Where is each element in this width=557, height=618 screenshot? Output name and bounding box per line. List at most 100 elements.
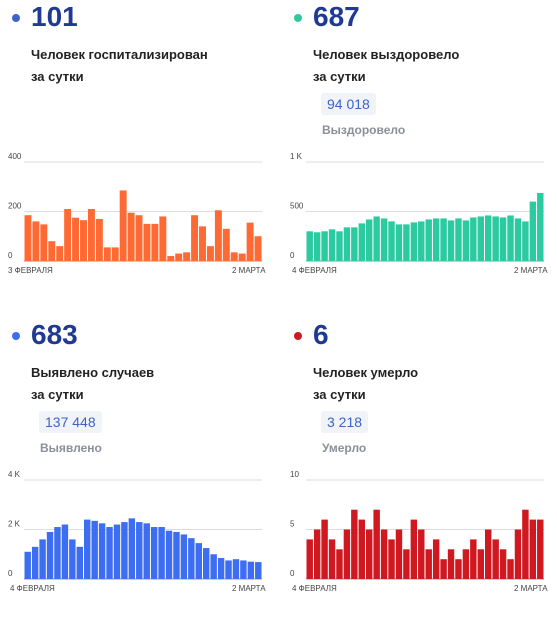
bar [395, 529, 403, 579]
panel-hospitalized: 101 Человек госпитализирован за сутки 0 2… [0, 0, 270, 300]
bar [254, 236, 262, 261]
bar [80, 220, 87, 261]
bar [165, 530, 173, 579]
bar [106, 527, 113, 579]
bar [336, 231, 343, 261]
y-tick-label: 4 K [8, 470, 21, 479]
bar [306, 539, 313, 579]
caption: Выявлено случаев за сутки [31, 362, 261, 406]
bar [537, 192, 544, 261]
bar [103, 247, 111, 261]
bar [150, 527, 158, 579]
cumulative-value: 137 448 [39, 411, 102, 433]
bar [447, 549, 455, 579]
bar [351, 227, 358, 261]
bar [418, 221, 425, 261]
bar [485, 215, 492, 261]
indicator-dot [294, 332, 302, 340]
bar [477, 216, 484, 261]
daily-number: 101 [31, 1, 78, 32]
bar [313, 232, 321, 261]
bar [240, 560, 247, 579]
bar [388, 539, 395, 579]
y-tick-label: 400 [8, 152, 22, 161]
bar [128, 518, 136, 579]
cumulative-label: Выздоровело [322, 123, 406, 137]
y-tick-label: 1 K [290, 152, 303, 161]
cumulative-label: Умерло [322, 441, 367, 455]
bar [485, 529, 492, 579]
bar [477, 549, 484, 579]
bar [462, 549, 470, 579]
bar [380, 529, 388, 579]
bar [54, 527, 61, 579]
bar [455, 218, 462, 261]
bar [522, 221, 529, 261]
cumulative-value: 3 218 [321, 411, 369, 433]
bar [522, 509, 529, 579]
bar [72, 217, 80, 261]
bar [507, 215, 514, 261]
caption: Человек выздоровело за сутки [313, 44, 543, 88]
bar [470, 217, 477, 261]
bar [175, 253, 183, 261]
bar [56, 246, 64, 261]
x-start-label: 4 ФЕВРАЛЯ [10, 584, 55, 593]
y-tick-label: 500 [290, 202, 304, 211]
bar [195, 543, 202, 579]
bar [410, 519, 418, 579]
bar [31, 546, 39, 579]
cumulative-value: 94 018 [321, 93, 376, 115]
caption-line-1: Человек госпитализирован [31, 47, 208, 62]
bar [46, 531, 54, 579]
bar [492, 539, 499, 579]
bar [403, 549, 410, 579]
bar [39, 539, 46, 579]
bar [98, 523, 106, 579]
bar [206, 246, 214, 261]
bar [313, 529, 321, 579]
y-tick-label: 5 [290, 520, 295, 529]
caption-line-1: Выявлено случаев [31, 365, 155, 380]
y-tick-label: 200 [8, 202, 22, 211]
bar [136, 522, 143, 579]
y-tick-label: 2 K [8, 520, 21, 529]
bar [343, 529, 351, 579]
indicator-dot [12, 14, 20, 22]
bar [470, 539, 477, 579]
caption-line-2: за сутки [313, 387, 366, 402]
y-tick-label: 0 [290, 251, 295, 260]
bar [514, 529, 522, 579]
bar [61, 524, 69, 579]
bar [366, 529, 373, 579]
bar [199, 226, 206, 261]
bar [373, 216, 380, 261]
bar [328, 229, 336, 261]
bar [388, 221, 395, 261]
bar [418, 529, 425, 579]
bar [230, 252, 238, 261]
bar [32, 221, 40, 261]
bar [247, 561, 255, 579]
bar [121, 522, 128, 579]
bar [87, 209, 95, 261]
x-end-label: 2 МАРТА [514, 266, 548, 275]
bar [447, 220, 455, 261]
x-end-label: 2 МАРТА [232, 584, 266, 593]
bar [95, 218, 103, 261]
bar [351, 509, 358, 579]
bar [143, 523, 150, 579]
bar [167, 256, 175, 261]
bar [91, 520, 98, 579]
bar [191, 215, 199, 261]
bar [432, 539, 440, 579]
y-tick-label: 0 [8, 251, 13, 260]
bar [455, 559, 462, 579]
bar [321, 231, 328, 261]
panel-deaths: 6 Человек умерло за сутки 3 218 Умерло 0… [282, 318, 552, 618]
bar [529, 519, 537, 579]
bar [48, 241, 56, 261]
panel-cases: 683 Выявлено случаев за сутки 137 448 Вы… [0, 318, 270, 618]
caption: Человек умерло за сутки [313, 362, 543, 406]
caption-line-2: за сутки [313, 69, 366, 84]
